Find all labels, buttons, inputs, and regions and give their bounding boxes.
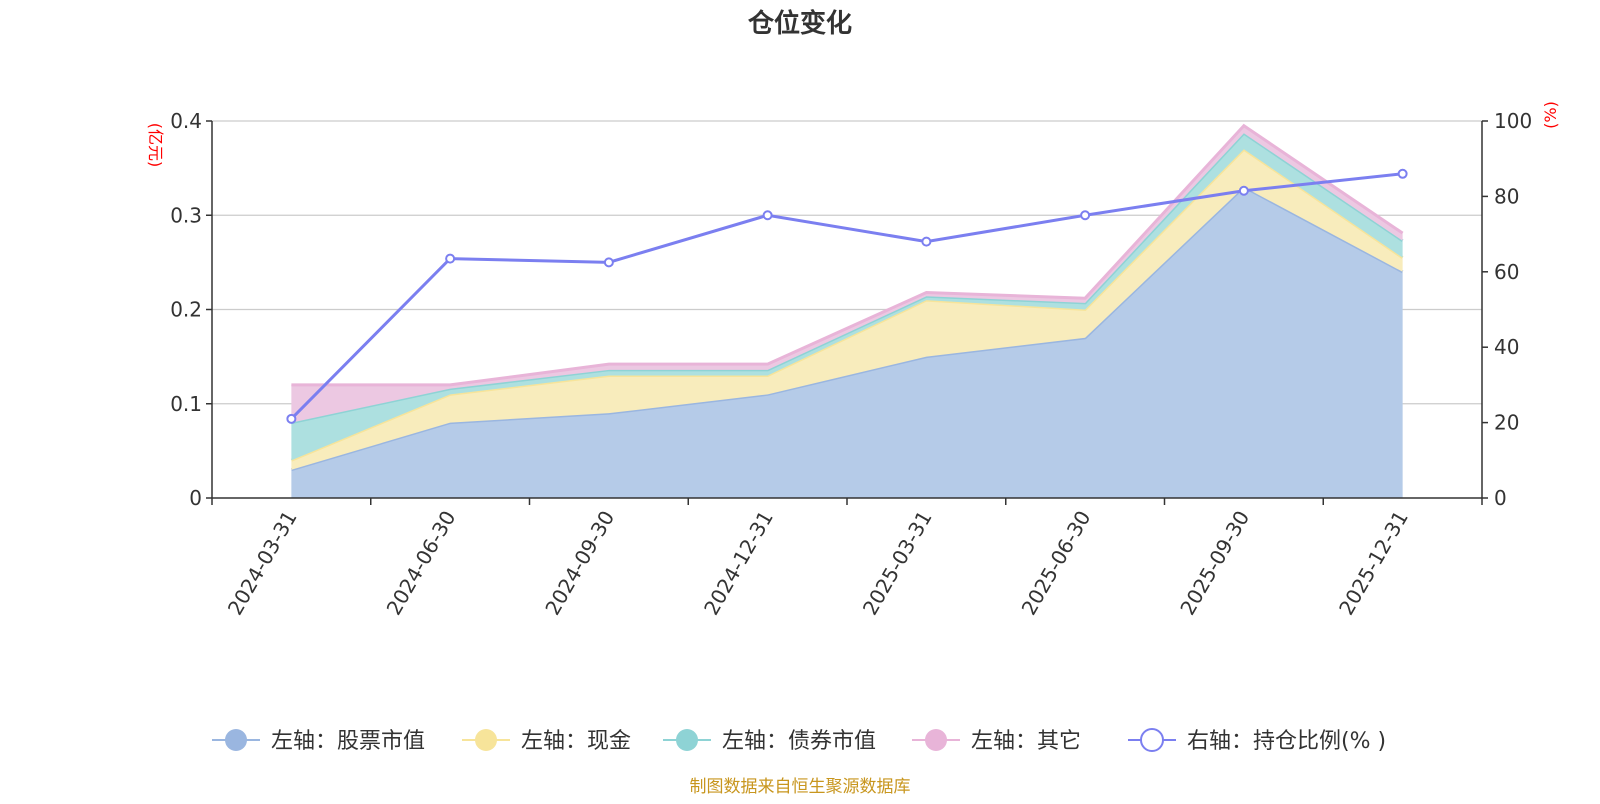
legend: 左轴：股票市值 左轴：现金 左轴：债券市值 左轴：其它 右轴：持仓比例(% ): [212, 728, 1386, 754]
left-axis-tick-label: 0.2: [170, 298, 202, 322]
ratio-point: [921, 236, 932, 247]
legend-item: 右轴：持仓比例(% ): [1128, 728, 1386, 754]
ratio-point: [603, 257, 614, 268]
area-series-3: [291, 133, 1403, 461]
ratio-point: [1080, 210, 1091, 221]
chart-title: 仓位变化: [747, 8, 852, 39]
ratio-point: [286, 413, 297, 424]
legend-item: 左轴：债券市值: [663, 729, 876, 754]
x-axis-tick-label: 2025-12-31: [1334, 507, 1413, 620]
legend-marker-icon: [475, 729, 497, 751]
x-axis-tick-label: 2024-09-30: [540, 507, 619, 620]
ratio-point: [445, 253, 456, 264]
ratio-point: [1397, 168, 1408, 179]
right-axis-tick-label: 60: [1494, 260, 1519, 284]
right-axis-tick-label: 80: [1494, 184, 1519, 208]
right-axis-unit: (%): [1541, 101, 1560, 129]
legend-label: 右轴：持仓比例(% ): [1187, 729, 1386, 754]
legend-marker-icon: [225, 729, 247, 751]
right-axis-tick-label: 100: [1494, 109, 1532, 133]
right-axis-tick-label: 20: [1494, 411, 1519, 435]
x-axis-tick-label: 2024-12-31: [699, 507, 778, 620]
right-axis-tick-label: 40: [1494, 335, 1519, 359]
legend-marker-icon: [676, 729, 698, 751]
area-series-4: [291, 125, 1403, 423]
left-axis-tick-label: 0.4: [170, 109, 202, 133]
legend-label: 左轴：股票市值: [271, 729, 425, 754]
x-axis-tick-label: 2024-06-30: [382, 507, 461, 620]
legend-marker-icon: [1140, 728, 1164, 752]
legend-label: 左轴：其它: [971, 729, 1081, 754]
area-series-1: [291, 186, 1403, 498]
left-axis-tick-label: 0.1: [170, 392, 202, 416]
ratio-line: [286, 168, 1408, 424]
stacked-areas: [290, 123, 1404, 498]
x-axis-tick-label: 2024-03-31: [223, 507, 302, 620]
legend-item: 左轴：其它: [912, 729, 1081, 754]
legend-label: 左轴：债券市值: [722, 729, 876, 754]
legend-item: 左轴：股票市值: [212, 729, 425, 754]
legend-label: 左轴：现金: [521, 729, 631, 754]
x-axis-tick-label: 2025-09-30: [1175, 507, 1254, 620]
source-note: 制图数据来自恒生聚源数据库: [690, 777, 911, 797]
area-edge-series-4: [291, 123, 1404, 387]
left-axis-tick-label: 0.3: [170, 203, 202, 227]
left-axis-tick-label: 0: [189, 486, 202, 510]
legend-marker-icon: [925, 729, 947, 751]
ratio-point: [762, 210, 773, 221]
right-axis-tick-label: 0: [1494, 486, 1507, 510]
left-axis-unit: (亿元): [146, 123, 165, 168]
ratio-line-path: [290, 172, 1403, 420]
area-series-2: [291, 149, 1403, 470]
x-axis-tick-label: 2025-06-30: [1017, 507, 1096, 620]
legend-item: 左轴：现金: [462, 729, 631, 754]
ratio-point: [1238, 185, 1249, 196]
x-axis-tick-label: 2025-03-31: [858, 507, 937, 620]
